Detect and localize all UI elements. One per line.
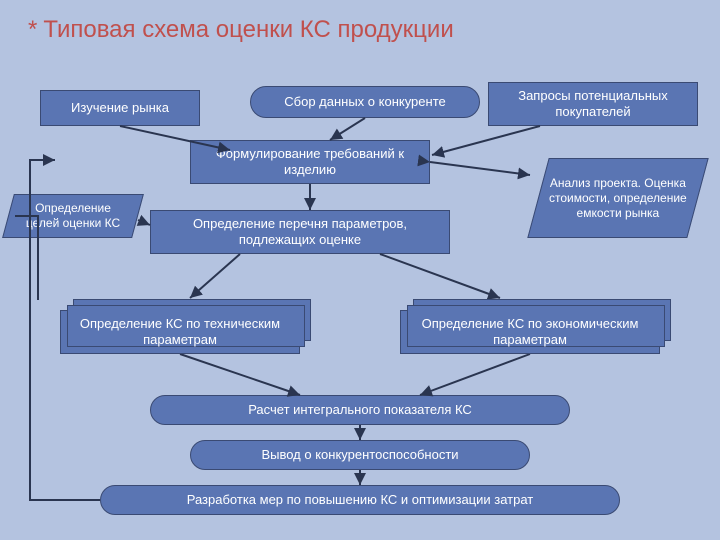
node-goals-label: Определение целей оценки КС [17, 201, 129, 231]
node-competitor: Сбор данных о конкуренте [250, 86, 480, 118]
node-competitor-label: Сбор данных о конкуренте [284, 94, 445, 110]
node-conclusion: Вывод о конкурентоспособности [190, 440, 530, 470]
node-requirements-label: Формулирование требований к изделию [199, 146, 421, 179]
node-params: Определение перечня параметров, подлежащ… [150, 210, 450, 254]
node-conclusion-label: Вывод о конкурентоспособности [261, 447, 458, 463]
node-integral-label: Расчет интегрального показателя КС [248, 402, 472, 418]
node-measures: Разработка мер по повышению КС и оптимиз… [100, 485, 620, 515]
asterisk-icon: * [28, 16, 37, 43]
node-buyers: Запросы потенциальных покупателей [488, 82, 698, 126]
node-buyers-label: Запросы потенциальных покупателей [497, 88, 689, 121]
node-analysis-label: Анализ проекта. Оценка стоимости, опреде… [547, 176, 689, 221]
node-market: Изучение рынка [40, 90, 200, 126]
node-integral: Расчет интегрального показателя КС [150, 395, 570, 425]
node-econ: Определение КС по экономическим параметр… [400, 310, 660, 354]
node-market-label: Изучение рынка [71, 100, 169, 116]
node-analysis: Анализ проекта. Оценка стоимости, опреде… [527, 158, 708, 238]
node-goals: Определение целей оценки КС [2, 194, 144, 238]
node-requirements: Формулирование требований к изделию [190, 140, 430, 184]
node-tech-label: Определение КС по техническим параметрам [69, 316, 291, 349]
node-params-label: Определение перечня параметров, подлежащ… [159, 216, 441, 249]
node-measures-label: Разработка мер по повышению КС и оптимиз… [187, 492, 534, 508]
title-text: Типовая схема оценки КС продукции [43, 16, 453, 43]
node-tech: Определение КС по техническим параметрам [60, 310, 300, 354]
node-econ-label: Определение КС по экономическим параметр… [409, 316, 651, 349]
page-title: *Типовая схема оценки КС продукции [28, 16, 454, 44]
